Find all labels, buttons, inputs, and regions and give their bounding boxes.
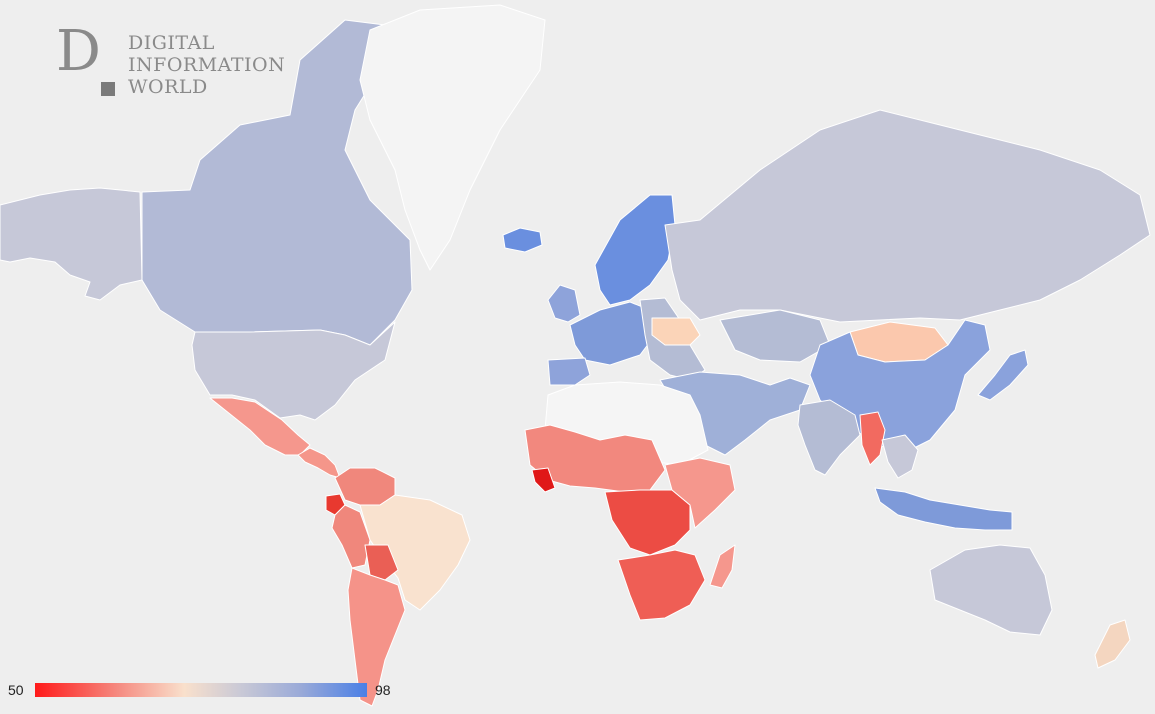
logo-square-mark [101,82,115,96]
region-usa[interactable] [191,321,396,421]
region-peru[interactable] [331,504,371,569]
region-kazakhstan[interactable] [719,309,831,363]
region-mexico[interactable] [209,397,311,456]
region-greenland [359,4,546,271]
region-russia[interactable] [664,109,1151,323]
region-indonesia[interactable] [874,487,1013,531]
legend-max-value: 98 [375,682,391,698]
legend-gradient-bar [35,683,367,697]
logo-line-3: WORLD [128,76,208,98]
region-liberia[interactable] [531,467,556,493]
brand-logo: D DIGITAL INFORMATION WORLD [56,24,286,102]
region-iceland[interactable] [502,227,543,253]
region-east-africa[interactable] [664,457,736,529]
region-myanmar[interactable] [859,411,886,466]
region-madagascar[interactable] [709,544,736,589]
logo-line-2: INFORMATION [128,54,286,76]
region-australia[interactable] [929,544,1053,636]
region-southeast-asia[interactable] [881,434,919,479]
region-india[interactable] [797,399,861,476]
logo-line-1: DIGITAL [128,32,215,54]
region-chile-argentina[interactable] [347,567,406,707]
region-japan[interactable] [977,349,1029,401]
logo-letter: D [56,19,101,84]
region-scandinavia[interactable] [594,194,676,306]
region-uk[interactable] [547,284,581,323]
color-scale-legend: 50 98 [8,681,408,699]
region-iberia[interactable] [547,357,591,386]
region-bolivia[interactable] [364,544,399,581]
legend-min-value: 50 [8,682,24,698]
region-new-zealand[interactable] [1094,619,1131,669]
logo-wordmark: DIGITAL INFORMATION WORLD [128,32,285,98]
region-alaska[interactable] [0,187,143,301]
region-ukraine[interactable] [651,317,701,346]
region-southern-africa[interactable] [617,549,706,621]
region-central-africa[interactable] [604,489,691,556]
